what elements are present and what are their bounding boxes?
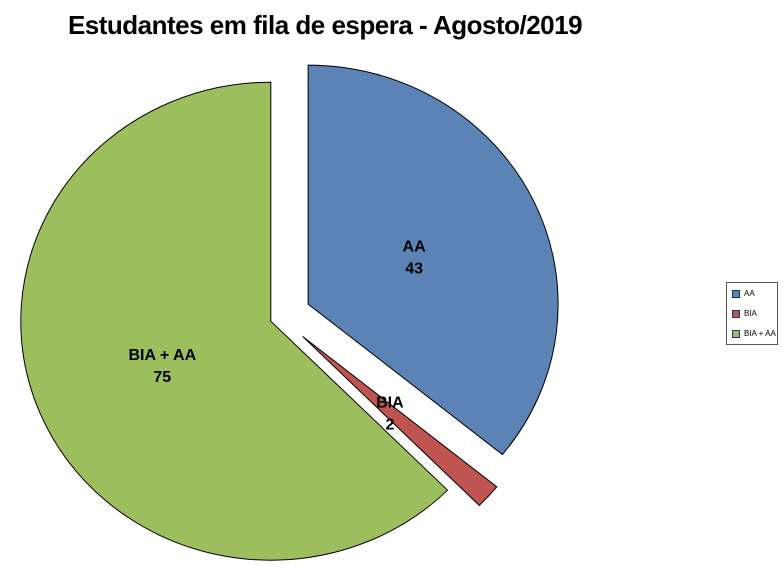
pie-slice-bia[interactable] <box>302 336 498 507</box>
slice-label-name-bia: BIA <box>376 395 404 412</box>
legend-item-aa[interactable]: AA <box>732 288 777 298</box>
legend-swatch-icon <box>732 329 740 338</box>
slice-label-name-aa: AA <box>403 239 427 256</box>
pie-slice-bia-aa[interactable] <box>20 81 449 561</box>
legend-item-label: BIA + AA <box>744 328 776 338</box>
legend-swatch-icon <box>732 309 740 318</box>
legend-item-bia-aa[interactable]: BIA + AA <box>732 328 777 338</box>
legend-item-label: AA <box>744 288 755 298</box>
chart-legend[interactable]: AA BIA BIA + AA <box>726 282 778 345</box>
slice-label-value-bia: 2 <box>385 417 394 434</box>
chart-title: Estudantes em fila de espera - Agosto/20… <box>67 10 583 40</box>
legend-item-bia[interactable]: BIA <box>732 308 777 318</box>
slice-label-name-bia-aa: BIA + AA <box>128 347 196 364</box>
legend-swatch-icon <box>732 289 740 298</box>
slice-label-value-bia-aa: 75 <box>153 369 171 386</box>
pie-slice-aa[interactable] <box>307 64 559 456</box>
slice-label-value-aa: 43 <box>405 261 423 278</box>
legend-item-label: BIA <box>744 308 757 318</box>
